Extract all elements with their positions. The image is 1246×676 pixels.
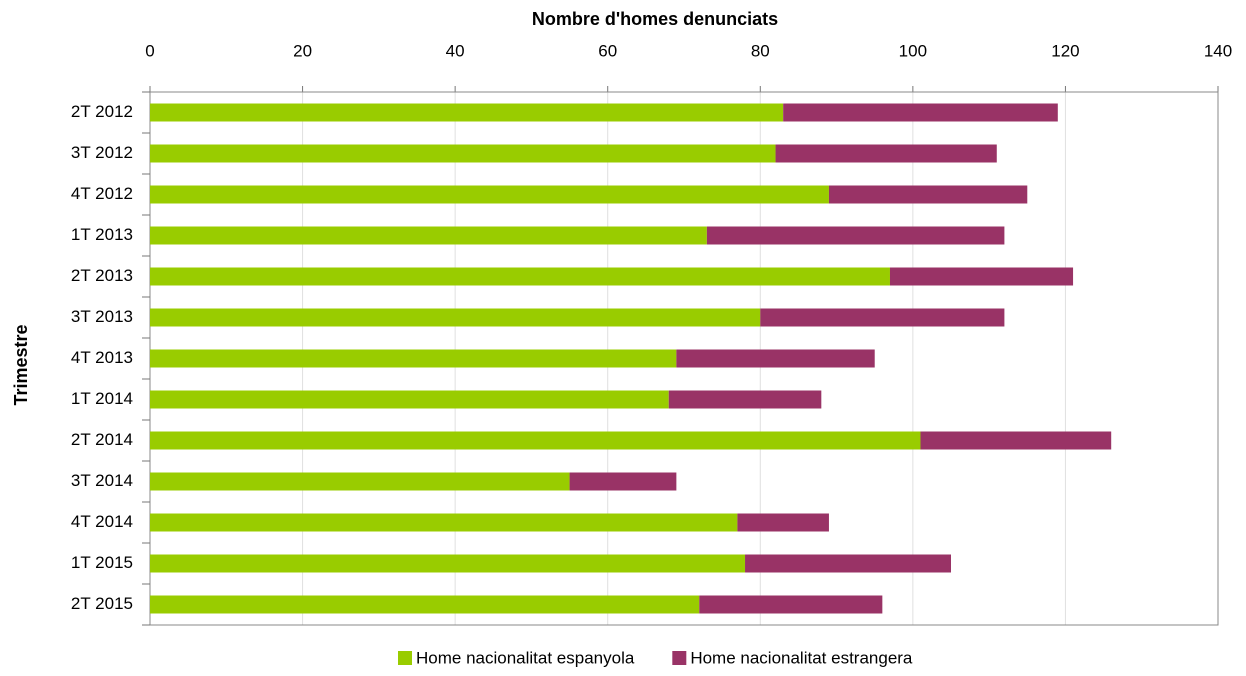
y-tick-label: 4T 2014 xyxy=(71,512,133,531)
bar xyxy=(783,103,1058,122)
bar xyxy=(150,144,776,163)
bar xyxy=(150,185,829,204)
bar xyxy=(775,144,997,163)
y-axis-title: Trimestre xyxy=(11,324,31,405)
bar xyxy=(737,513,829,532)
bar xyxy=(150,595,700,614)
y-tick-label: 2T 2014 xyxy=(71,430,133,449)
bar xyxy=(828,185,1028,204)
y-tick-label: 3T 2013 xyxy=(71,307,133,326)
bar xyxy=(699,595,883,614)
bar xyxy=(676,349,875,368)
bar xyxy=(150,308,761,327)
legend-swatch xyxy=(672,651,687,665)
bar xyxy=(150,226,707,245)
bar xyxy=(920,431,1112,450)
y-tick-label: 2T 2013 xyxy=(71,266,133,285)
y-tick-label: 4T 2013 xyxy=(71,348,133,367)
bar xyxy=(889,267,1074,286)
bar xyxy=(150,472,570,491)
legend-swatch xyxy=(398,651,412,665)
x-axis-title: Nombre d'homes denunciats xyxy=(532,9,778,29)
y-tick-label: 2T 2015 xyxy=(71,594,133,613)
x-tick-label: 120 xyxy=(1051,41,1079,60)
y-tick-label: 1T 2014 xyxy=(71,389,133,408)
y-tick-label: 1T 2013 xyxy=(71,225,133,244)
x-tick-label: 0 xyxy=(145,41,154,60)
x-tick-label: 60 xyxy=(598,41,617,60)
x-tick-label: 140 xyxy=(1204,41,1232,60)
y-tick-label: 1T 2015 xyxy=(71,553,133,572)
x-tick-label: 20 xyxy=(293,41,312,60)
y-tick-label: 3T 2014 xyxy=(71,471,133,490)
legend-label: Home nacionalitat espanyola xyxy=(416,648,635,667)
bar xyxy=(150,554,746,573)
bar xyxy=(150,267,890,286)
bar xyxy=(706,226,1005,245)
y-tick-label: 3T 2012 xyxy=(71,143,133,162)
bar xyxy=(150,390,669,409)
x-tick-label: 80 xyxy=(751,41,770,60)
y-tick-label: 4T 2012 xyxy=(71,184,133,203)
x-tick-label: 100 xyxy=(899,41,927,60)
bar xyxy=(150,349,677,368)
legend-label: Home nacionalitat estrangera xyxy=(690,648,913,667)
bar xyxy=(760,308,1005,327)
x-tick-label: 40 xyxy=(446,41,465,60)
bar xyxy=(150,513,738,532)
bar xyxy=(569,472,677,491)
bar xyxy=(668,390,822,409)
bar xyxy=(150,431,921,450)
y-tick-label: 2T 2012 xyxy=(71,102,133,121)
bar xyxy=(150,103,784,122)
bar xyxy=(745,554,951,573)
